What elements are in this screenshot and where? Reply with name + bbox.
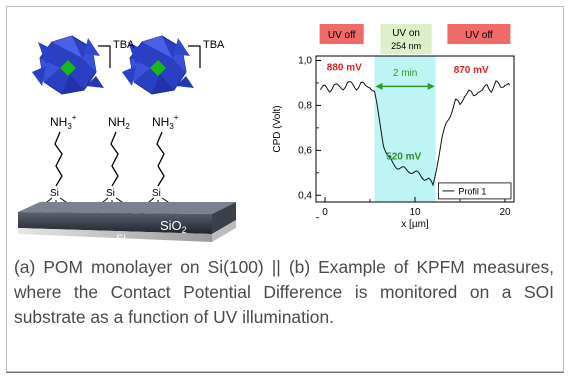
x-tick-label-2: 20 <box>499 207 511 218</box>
kpfm-cpd-chart: UV off UV on 254 nm UV off 0,4 0,6 0,8 1,0 0 10 2… <box>272 24 515 230</box>
pom-cluster-1 <box>32 35 104 95</box>
alkyl-chain-1 <box>54 131 63 187</box>
sio2-substrate: SiO2 Si <box>18 202 236 245</box>
uv-label-2: UV off <box>465 30 493 41</box>
figure-caption: (a) POM monolayer on Si(100) || (b) Exam… <box>14 257 554 327</box>
uv-label-box-1 <box>380 24 432 54</box>
annotation-880mv: 880 mV <box>327 63 362 74</box>
uv-label-box-2 <box>447 24 511 44</box>
annotation-870mv: 870 mV <box>454 65 489 76</box>
svg-text:Si: Si <box>50 188 59 199</box>
legend-label: Profil 1 <box>458 186 486 196</box>
y-tick-label-0: 0,4 <box>298 190 312 201</box>
amine-label-1: NH3+ <box>50 113 77 131</box>
duration-arrow: 2 min <box>375 68 435 90</box>
annotation-520mv: 520 mV <box>386 151 421 162</box>
cpd-profile-line <box>320 80 510 187</box>
alkyl-chain-2 <box>110 131 119 187</box>
x-tick-label-1: 10 <box>409 207 421 218</box>
uv-on-region <box>374 56 436 202</box>
chart-legend: Profil 1 <box>437 182 512 200</box>
tba-label-2: TBA <box>203 39 225 51</box>
y-tick-label-3: 1,0 <box>298 55 312 66</box>
tba-bracket-2 <box>188 45 201 68</box>
amine-label-2: NH2 <box>108 115 130 131</box>
uv-label-1: UV on <box>392 28 420 39</box>
svg-text:Si: Si <box>106 188 115 199</box>
tba-label-1: TBA <box>113 39 135 51</box>
alkyl-chain-3 <box>156 131 165 187</box>
uv-label-sub-1: 254 nm <box>391 41 421 51</box>
tba-bracket-1 <box>98 45 111 68</box>
si-substrate-label: Si <box>116 233 126 245</box>
y-tick-label-1: 0,6 <box>298 145 312 156</box>
x-tick-label-0: 0 <box>322 207 328 218</box>
uv-label-0: UV off <box>328 30 356 41</box>
amine-label-3: NH3+ <box>152 113 179 131</box>
annotation-2-min: 2 min <box>393 68 417 79</box>
pom-cluster-2 <box>122 35 194 95</box>
y-tick-label-2: 0,8 <box>298 100 312 111</box>
x-axis-label: x [µm] <box>401 219 429 230</box>
svg-text:Si: Si <box>152 188 161 199</box>
pom-monolayer-schematic: TBA TBA NH3+ NH2 NH3+ Si O O O Si O O O … <box>18 35 236 245</box>
uv-label-box-0 <box>319 24 364 44</box>
bottom-rule <box>6 372 564 373</box>
sio2-label: SiO2 <box>160 218 187 235</box>
y-axis-label: CPD (Volt) <box>272 105 283 152</box>
